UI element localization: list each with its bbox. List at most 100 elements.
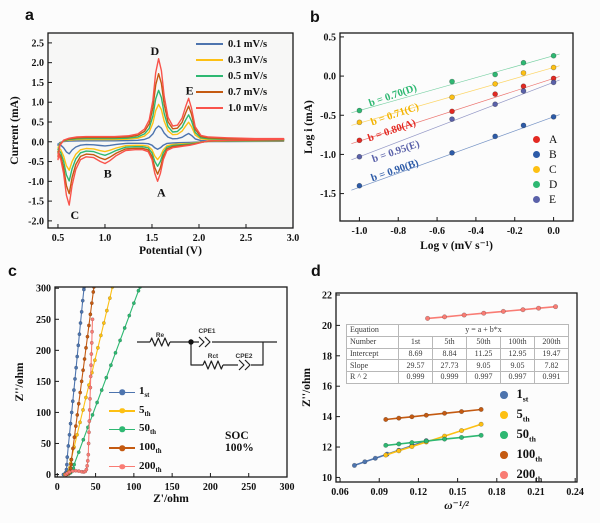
table-cell: 7.82	[533, 359, 570, 373]
legend-swatch	[109, 389, 135, 396]
svg-text:0.06: 0.06	[331, 487, 349, 498]
svg-text:1.5: 1.5	[32, 78, 45, 89]
x-axis-ticks: -1.0 -0.8 -0.6 -0.4 -0.2 0.0	[351, 217, 560, 237]
svg-text:12: 12	[322, 443, 332, 454]
scatter-C	[356, 64, 557, 126]
svg-text:-1.5: -1.5	[320, 189, 336, 200]
svg-text:250: 250	[241, 482, 256, 493]
legend-item-0.3 mV/s: 0.3 mV/s	[196, 52, 267, 68]
legend-swatch	[533, 151, 540, 158]
legend-label: D	[549, 178, 558, 191]
legend-swatch	[196, 43, 223, 45]
table-cell: 0.991	[533, 371, 570, 384]
equivalent-circuit: Re CPE1 Rct CPE2	[137, 328, 277, 371]
y-axis-ticks: -2.0 -1.5 -1.0 -0.5 0.0 0.5 1.0 1.5 2.0 2.5	[28, 38, 52, 227]
svg-text:20: 20	[322, 321, 332, 332]
svg-text:-1.0: -1.0	[28, 177, 44, 188]
warburg-50th	[383, 432, 484, 448]
table-cell: 9.05	[466, 359, 501, 373]
y-axis-label: Current (mA)	[9, 96, 21, 165]
legend-item-200: 200th	[109, 457, 162, 476]
scatter-A	[356, 75, 557, 144]
svg-text:200: 200	[203, 482, 218, 493]
legend-item-50: 50th	[109, 420, 162, 439]
legend-label: 1st	[139, 385, 150, 400]
table-cell: 200th	[533, 335, 570, 349]
table-cell: 50th	[466, 335, 501, 349]
legend-swatch	[196, 75, 223, 77]
svg-text:100: 100	[126, 482, 141, 493]
legend-swatch	[196, 59, 223, 61]
legend-label: 5th	[516, 406, 530, 424]
circuit-label-Rct: Rct	[208, 353, 219, 360]
table-cell: R ^ 2	[346, 371, 399, 384]
legend-swatch	[109, 463, 135, 470]
legend-swatch	[500, 471, 508, 479]
legend-item-200: 200th	[500, 465, 542, 485]
soc-note: SOC 100%	[225, 430, 254, 454]
legend-swatch	[533, 181, 540, 188]
panel-c: c 0 50 100 150 200 250 300 0 50 100 150 200 250 300 Z'…	[0, 262, 300, 523]
table-cell: Equation	[346, 324, 399, 337]
plot-frame	[335, 292, 578, 483]
legend-label: 100th	[139, 440, 162, 456]
table-cell: 0.999	[398, 371, 433, 384]
legend-item-C: C	[533, 162, 557, 177]
svg-text:50: 50	[41, 439, 51, 450]
svg-text:22: 22	[322, 290, 332, 301]
svg-text:0.15: 0.15	[449, 487, 467, 498]
legend: 1st 5th 50th 100th 200th	[500, 385, 542, 485]
table-cell: 11.25	[466, 347, 501, 361]
svg-text:300: 300	[280, 482, 295, 493]
legend-item-100: 100th	[109, 439, 162, 458]
svg-text:3.0: 3.0	[287, 233, 300, 244]
warburg-200th	[425, 304, 559, 321]
table-cell: 8.69	[398, 347, 433, 361]
svg-text:250: 250	[36, 315, 51, 326]
legend-label: 1st	[516, 386, 529, 404]
table-cell: 9.05	[500, 359, 535, 373]
svg-text:0.0: 0.0	[547, 226, 560, 237]
table-cell: 0.999	[432, 371, 467, 384]
peak-label-C: C	[71, 208, 80, 222]
svg-text:18: 18	[322, 351, 332, 362]
panel-a: a 0.5 1.0 1.5 2.0 2.5 3.0 -2.0 -1.5 -1.0 -0.5 0.0 0…	[0, 0, 300, 262]
y-axis-label: Z''/ohm	[14, 362, 26, 401]
svg-text:-1.5: -1.5	[28, 197, 44, 208]
legend-item-1: 1st	[500, 385, 542, 405]
legend-item-E: E	[533, 192, 557, 207]
legend-label: 200th	[516, 466, 543, 484]
svg-text:0.5: 0.5	[32, 117, 45, 128]
warburg-100th	[383, 406, 484, 423]
svg-text:0: 0	[46, 470, 51, 481]
table-cell: 0.997	[500, 371, 535, 384]
svg-text:0.0: 0.0	[324, 72, 337, 83]
table-cell: 27.73	[432, 359, 467, 373]
svg-text:2.5: 2.5	[240, 233, 253, 244]
table-cell: Slope	[346, 359, 399, 373]
legend-label: E	[549, 193, 557, 206]
svg-text:14: 14	[322, 412, 332, 423]
table-cell: 100th	[500, 335, 535, 349]
svg-text:0.5: 0.5	[324, 32, 337, 43]
y-axis-label: Log i (mA)	[303, 100, 315, 154]
panel-label-a: a	[25, 7, 34, 24]
plot-frame	[339, 32, 574, 222]
svg-text:1.5: 1.5	[146, 233, 159, 244]
chart-c: 0 50 100 150 200 250 300 0 50 100 150 200 250 300 Z'/o…	[14, 284, 295, 505]
y-axis-ticks: 0.5 0.0 -0.5 -1.0 -1.5	[320, 32, 344, 200]
legend-item-1: 1st	[109, 383, 162, 402]
legend-swatch	[533, 136, 540, 143]
svg-text:-0.4: -0.4	[468, 226, 484, 237]
svg-text:0.18: 0.18	[488, 487, 506, 498]
panel-label-c: c	[8, 263, 17, 280]
legend-label: 200th	[139, 459, 162, 474]
circuit-label-CPE2: CPE2	[236, 353, 253, 360]
svg-text:-0.8: -0.8	[390, 226, 406, 237]
svg-text:150: 150	[36, 377, 51, 388]
legend-swatch	[533, 196, 540, 203]
legend-label: C	[549, 163, 557, 176]
x-axis-label: ω⁻¹/²	[444, 500, 469, 512]
x-axis-label: Z'/ohm	[153, 493, 189, 505]
